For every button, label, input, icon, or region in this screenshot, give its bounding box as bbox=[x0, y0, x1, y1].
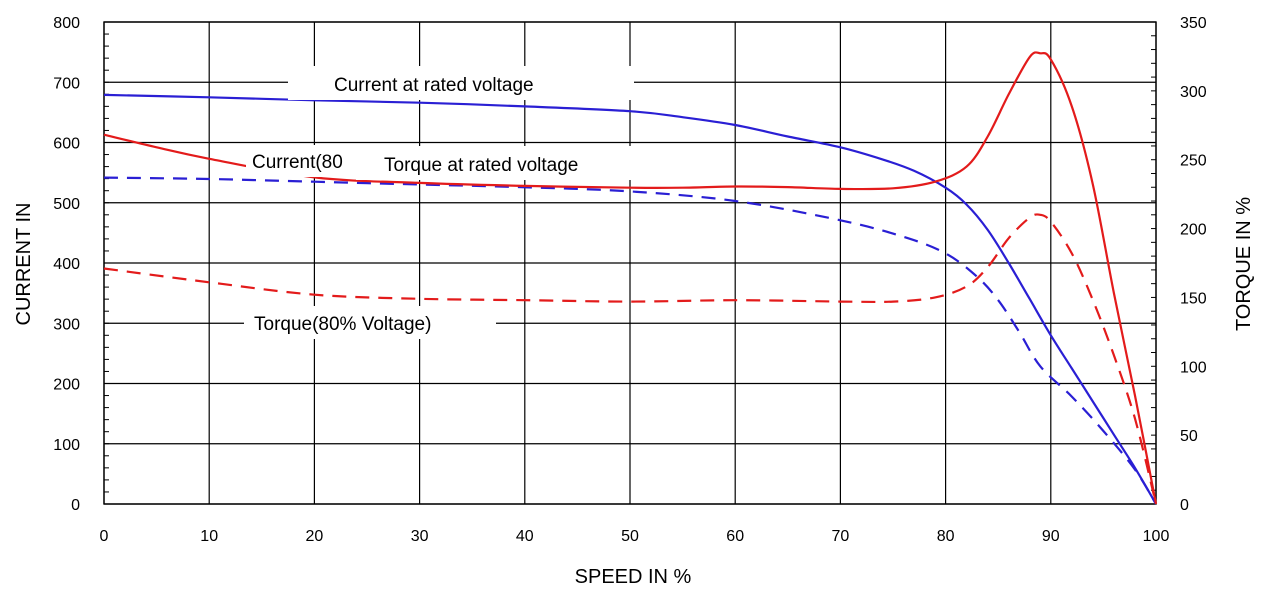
series-line-0 bbox=[103, 93, 1157, 505]
annotation-bg-3 bbox=[356, 146, 636, 180]
x-tick-label-5: 50 bbox=[621, 528, 639, 545]
y2-tick-label-5: 250 bbox=[1180, 153, 1207, 170]
x-tick-label-8: 80 bbox=[937, 528, 955, 545]
annotation-bg-1 bbox=[288, 66, 634, 100]
y-tick-label-2: 200 bbox=[53, 377, 80, 394]
series-line-2 bbox=[103, 51, 1158, 505]
y2-tick-label-0: 0 bbox=[1180, 497, 1189, 514]
y2-tick-labels: 0 50 100 150 200 250 300 350 bbox=[1180, 15, 1207, 514]
annotation-current-rated: Current at rated voltage bbox=[334, 75, 534, 96]
x-tick-label-7: 70 bbox=[832, 528, 850, 545]
x-tick-label-3: 30 bbox=[411, 528, 429, 545]
series-line-3 bbox=[103, 213, 1158, 505]
x-axis-title: SPEED IN % bbox=[575, 566, 692, 588]
y-axis-title: CURRENT IN bbox=[13, 203, 35, 326]
x-tick-label-2: 20 bbox=[306, 528, 324, 545]
y-tick-label-4: 400 bbox=[53, 256, 80, 273]
y-tick-labels: 0 100 200 300 400 500 600 700 800 bbox=[53, 15, 80, 514]
y-tick-label-7: 700 bbox=[53, 75, 80, 92]
y-tick-label-3: 300 bbox=[53, 316, 80, 333]
y-tick-label-0: 0 bbox=[71, 497, 80, 514]
annotation-torque-80: Torque(80% Voltage) bbox=[254, 314, 431, 335]
x-tick-label-6: 60 bbox=[726, 528, 744, 545]
x-tick-label-0: 0 bbox=[100, 528, 109, 545]
y-tick-label-8: 800 bbox=[53, 15, 80, 32]
y-tick-label-1: 100 bbox=[53, 437, 80, 454]
x-tick-label-10: 100 bbox=[1143, 528, 1170, 545]
y2-tick-label-4: 200 bbox=[1180, 222, 1207, 239]
annotation-current-80: Current(80 bbox=[252, 152, 343, 173]
series-line-1 bbox=[103, 176, 1157, 505]
annotations: Current at rated voltage Current(80 Torq… bbox=[244, 66, 636, 339]
y2-tick-label-2: 100 bbox=[1180, 359, 1207, 376]
x-tick-label-9: 90 bbox=[1042, 528, 1060, 545]
series-group bbox=[103, 51, 1158, 505]
x-tick-label-4: 40 bbox=[516, 528, 534, 545]
annotation-torque-rated: Torque at rated voltage bbox=[384, 155, 578, 176]
plot-frame bbox=[103, 21, 1157, 505]
y2-tick-label-1: 50 bbox=[1180, 428, 1198, 445]
y2-tick-label-7: 350 bbox=[1180, 15, 1207, 32]
plot-border bbox=[103, 21, 1157, 505]
y2-tick-label-6: 300 bbox=[1180, 84, 1207, 101]
y-tick-label-6: 600 bbox=[53, 136, 80, 153]
y-tick-label-5: 500 bbox=[53, 196, 80, 213]
annotation-bg-2 bbox=[246, 145, 358, 177]
annotation-bg-4 bbox=[244, 306, 496, 339]
y2-axis-title: TORQUE IN % bbox=[1233, 197, 1255, 331]
y2-tick-label-3: 150 bbox=[1180, 290, 1207, 307]
x-tick-label-1: 10 bbox=[200, 528, 218, 545]
x-tick-labels: 0 10 20 30 40 50 60 70 80 90 100 bbox=[100, 528, 1170, 545]
